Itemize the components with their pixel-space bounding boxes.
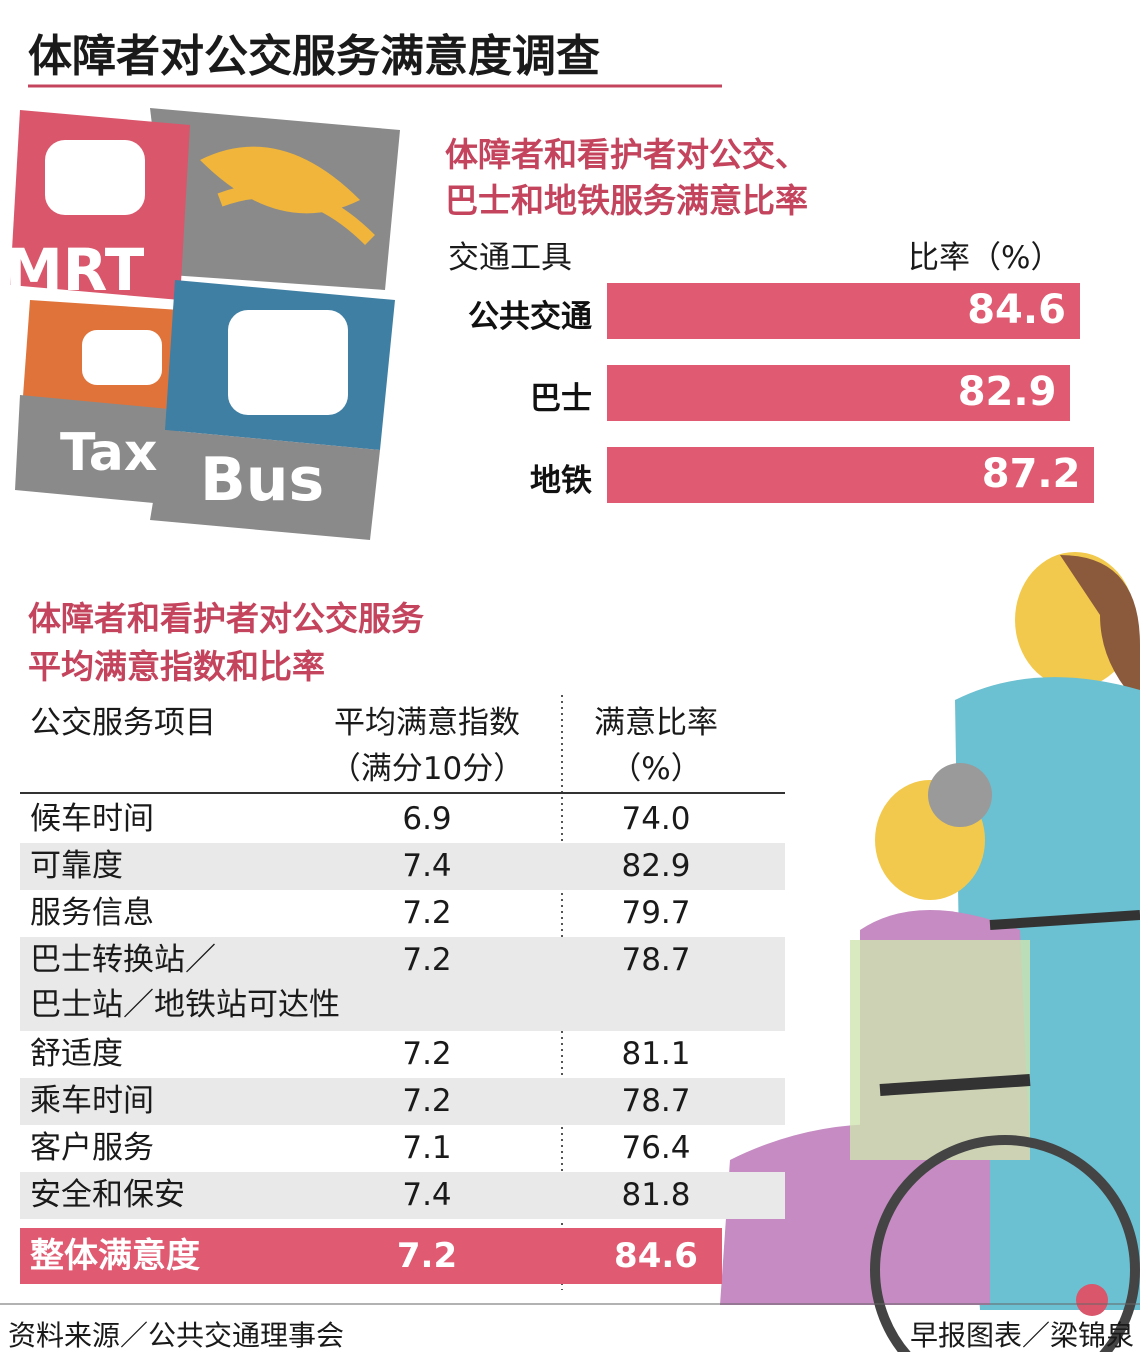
row-label: 巴士转换站／ xyxy=(30,942,216,978)
total-cell: 整体满意度 xyxy=(30,1236,200,1276)
bar-value-label: 87.2 xyxy=(981,451,1081,497)
index-cell: 7.2 xyxy=(402,942,452,978)
row-background xyxy=(20,843,785,890)
chart-title: 体障者和看护者对公交、 xyxy=(445,135,808,174)
row-label: 服务信息 xyxy=(30,895,154,931)
value-header: 比率（%） xyxy=(908,240,1062,276)
bar-value-label: 84.6 xyxy=(967,287,1066,333)
category-label: 巴士 xyxy=(530,381,592,417)
index-cell: 7.2 xyxy=(402,1083,452,1119)
row-label: 安全和保安 xyxy=(30,1177,185,1213)
rate-cell: 82.9 xyxy=(621,848,691,884)
bar xyxy=(607,365,1071,421)
svg-text:Bus: Bus xyxy=(200,445,324,515)
table-title: 平均满意指数和比率 xyxy=(28,647,325,686)
row-label: 可靠度 xyxy=(30,848,123,884)
total-cell: 84.6 xyxy=(614,1236,698,1276)
column-header: （%） xyxy=(610,751,702,787)
column-header: 满意比率 xyxy=(594,705,718,741)
people-illustration xyxy=(720,552,1140,1352)
index-cell: 7.4 xyxy=(402,1177,452,1213)
rate-cell: 78.7 xyxy=(621,942,691,978)
row-label: 候车时间 xyxy=(30,801,154,837)
credit: 早报图表／梁锦泉 xyxy=(909,1319,1134,1352)
chart-title: 巴士和地铁服务满意比率 xyxy=(445,181,808,220)
index-cell: 7.1 xyxy=(402,1130,452,1166)
page-title: 体障者对公交服务满意度调查 xyxy=(28,31,600,82)
row-background xyxy=(20,1078,785,1125)
category-label: 地铁 xyxy=(530,463,592,499)
row-label: 客户服务 xyxy=(30,1130,154,1166)
row-label: 乘车时间 xyxy=(30,1083,154,1119)
row-label: 巴士站／地铁站可达性 xyxy=(30,987,340,1023)
bar xyxy=(607,283,1080,339)
rate-cell: 79.7 xyxy=(621,895,691,931)
total-row-background xyxy=(20,1228,722,1284)
svg-text:Tax: Tax xyxy=(60,423,157,483)
bar xyxy=(607,447,1095,503)
rate-cell: 78.7 xyxy=(621,1083,691,1119)
column-header: （满分10分） xyxy=(329,751,525,787)
svg-text:MRT: MRT xyxy=(5,236,145,304)
transport-logo: MRT Tax Bus xyxy=(5,108,400,540)
column-header: 公交服务项目 xyxy=(30,705,216,741)
row-label: 舒适度 xyxy=(30,1036,123,1072)
index-cell: 7.4 xyxy=(402,848,452,884)
bar-value-label: 82.9 xyxy=(957,369,1057,415)
total-cell: 7.2 xyxy=(396,1236,458,1276)
rate-cell: 81.8 xyxy=(621,1177,691,1213)
row-background xyxy=(20,1172,785,1219)
source: 资料来源／公共交通理事会 xyxy=(8,1319,345,1352)
rate-cell: 81.1 xyxy=(621,1036,691,1072)
table-title: 体障者和看护者对公交服务 xyxy=(28,599,424,638)
row-background xyxy=(20,937,785,1031)
rate-cell: 76.4 xyxy=(621,1130,691,1166)
rate-cell: 74.0 xyxy=(621,801,691,837)
category-header: 交通工具 xyxy=(448,240,572,276)
index-cell: 7.2 xyxy=(402,1036,452,1072)
index-cell: 7.2 xyxy=(402,895,452,931)
index-cell: 6.9 xyxy=(402,801,452,837)
category-label: 公共交通 xyxy=(468,299,592,335)
column-header: 平均满意指数 xyxy=(334,705,520,741)
